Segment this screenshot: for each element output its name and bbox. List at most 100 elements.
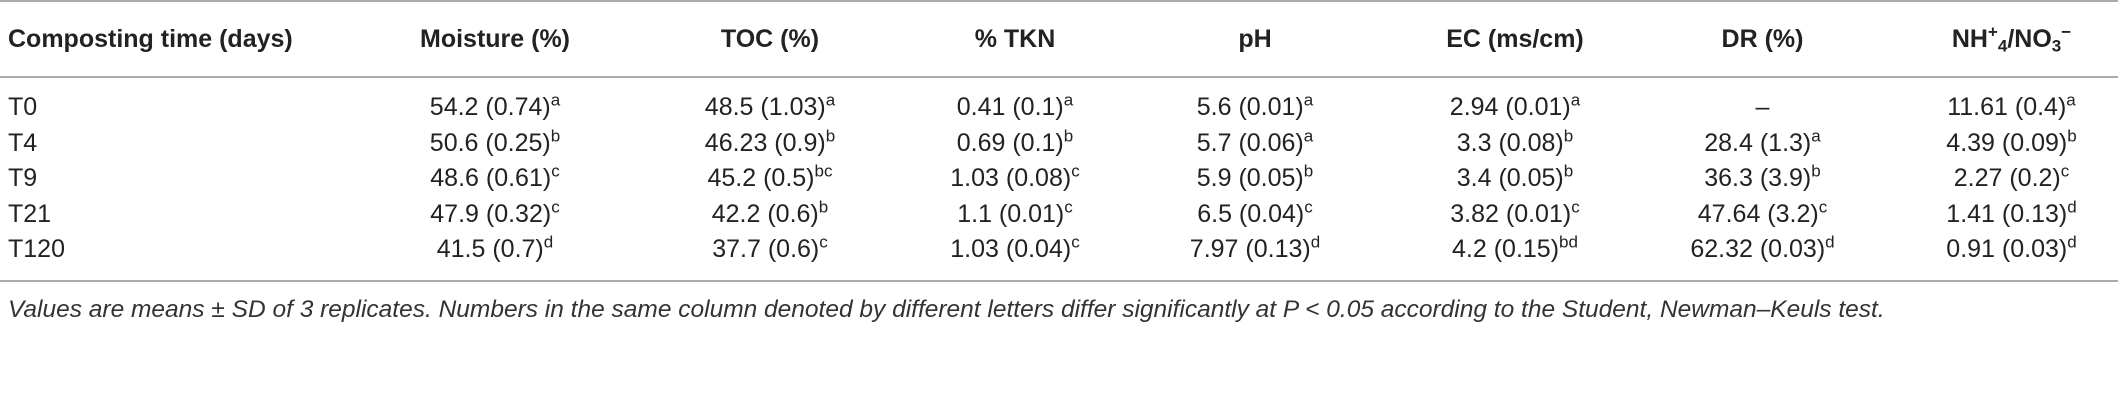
column-header: DR (%) [1721,24,1804,53]
row-label: T4 [8,128,38,157]
significance-letter: c [1818,197,1828,217]
cell-value: 2.94 (0.01) [1449,93,1571,122]
table-cell: 1.03 (0.04)c [930,232,1100,281]
significance-letter: c [2060,161,2070,181]
table-cell: 2.27 (0.2)c [1905,161,2118,197]
table-cell: 3.82 (0.01)c [1410,197,1620,233]
table-cell: 1.41 (0.13)d [1905,197,2118,233]
cell-value: 0.41 (0.1) [956,93,1064,122]
cell-value: 28.4 (1.3) [1704,128,1812,157]
significance-letter: c [819,232,828,252]
cell-value: 5.6 (0.01) [1196,93,1304,122]
cell-value: 1.1 (0.01) [957,199,1065,228]
significance-letter: a [1811,126,1821,146]
column-header: Composting time (days) [8,24,293,53]
cell-value: 7.97 (0.13) [1189,235,1311,264]
header-text-part: − [2061,22,2072,42]
table-cell: 5.7 (0.06)a [1100,126,1410,162]
significance-letter: b [550,126,561,146]
significance-letter: a [550,90,561,110]
row-label: T120 [8,235,65,264]
significance-letter: a [1303,90,1314,110]
table-cell: 28.4 (1.3)a [1620,126,1905,162]
table-cell: 4.2 (0.15)bd [1410,232,1620,281]
cell-value: 41.5 (0.7) [436,235,544,264]
significance-letter: d [1310,232,1321,252]
row-label: T21 [8,199,52,228]
cell-value: 37.7 (0.6) [712,235,820,264]
significance-letter: c [1571,197,1580,217]
header-text-part: 4 [1997,35,2008,55]
significance-letter: b [1563,126,1574,146]
cell-value: 47.64 (3.2) [1697,199,1819,228]
significance-letter: c [1071,232,1080,252]
table-cell: 2.94 (0.01)a [1410,77,1620,126]
cell-value: 1.41 (0.13) [1946,199,2068,228]
table-cell: 1.03 (0.08)c [930,161,1100,197]
table-cell: 54.2 (0.74)a [380,77,610,126]
row-label: T0 [8,93,38,122]
cell-value: 45.2 (0.5) [707,164,815,193]
table-cell: 6.5 (0.04)c [1100,197,1410,233]
table-cell: 11.61 (0.4)a [1905,77,2118,126]
cell-value: 1.03 (0.04) [950,235,1072,264]
table-cell: 7.97 (0.13)d [1100,232,1410,281]
header-text-part: 3 [2051,35,2062,55]
table-row: T4 50.6 (0.25)b 46.23 (0.9)b 0.69 (0.1)b 5.7… [0,126,2118,162]
column-header: NH+4/NO3− [1905,1,2118,77]
cell-value: 0.91 (0.03) [1946,235,2068,264]
significance-letter: c [1071,161,1080,181]
cell-value: 48.5 (1.03) [704,93,826,122]
cell-value: 47.9 (0.32) [430,199,552,228]
table-cell: 41.5 (0.7)d [380,232,610,281]
significance-letter: d [543,232,554,252]
significance-letter: b [818,197,829,217]
significance-letter: d [2067,232,2077,252]
table-row: T0 54.2 (0.74)a 48.5 (1.03)a 0.41 (0.1)a 5.6… [0,77,2118,126]
cell-value: 46.23 (0.9) [704,128,826,157]
cell-value: 5.9 (0.05) [1196,164,1304,193]
data-table: Composting time (days) Moisture (%) TOC (%… [0,1,2118,281]
table-cell: 5.6 (0.01)a [1100,77,1410,126]
significance-letter: c [1304,197,1313,217]
table-cell: 1.1 (0.01)c [930,197,1100,233]
cell-value: 3.4 (0.05) [1456,164,1564,193]
table-cell: – [1620,77,1905,126]
header-row: Composting time (days) Moisture (%) TOC (%… [0,1,2118,77]
table-body: T0 54.2 (0.74)a 48.5 (1.03)a 0.41 (0.1)a 5.6… [0,77,2118,281]
significance-letter: a [1303,126,1314,146]
header-text-part: NH [1951,24,1988,53]
table-cell: 36.3 (3.9)b [1620,161,1905,197]
cell-value: 48.6 (0.61) [430,164,552,193]
cell-value: 1.03 (0.08) [950,164,1072,193]
significance-letter: c [1064,197,1073,217]
significance-letter: b [1563,161,1574,181]
significance-letter: b [1063,126,1074,146]
column-header: % TKN [974,24,1056,53]
column-header: EC (ms/cm) [1446,24,1584,53]
significance-letter: bd [1559,232,1578,252]
table-cell: 3.4 (0.05)b [1410,161,1620,197]
table-cell: 48.5 (1.03)a [610,77,930,126]
cell-value: 50.6 (0.25) [429,128,551,157]
table-cell: 47.64 (3.2)c [1620,197,1905,233]
table-cell: 5.9 (0.05)b [1100,161,1410,197]
table-cell: 0.91 (0.03)d [1905,232,2118,281]
cell-value: 62.32 (0.03) [1690,235,1826,264]
column-header: Moisture (%) [420,24,570,53]
table-cell: 50.6 (0.25)b [380,126,610,162]
table-cell: 4.39 (0.09)b [1905,126,2118,162]
table-cell: 0.69 (0.1)b [930,126,1100,162]
cell-value: – [1755,93,1770,122]
cell-value: 4.39 (0.09) [1946,128,2068,157]
cell-value: 3.82 (0.01) [1450,199,1572,228]
significance-letter: d [2067,197,2077,217]
cell-value: 54.2 (0.74) [429,93,551,122]
cell-value: 2.27 (0.2) [1953,164,2061,193]
cell-value: 11.61 (0.4) [1947,93,2067,122]
header-text-part: + [1987,22,1998,42]
significance-letter: bc [814,161,833,181]
significance-letter: b [1811,161,1821,181]
row-label: T9 [8,164,38,193]
